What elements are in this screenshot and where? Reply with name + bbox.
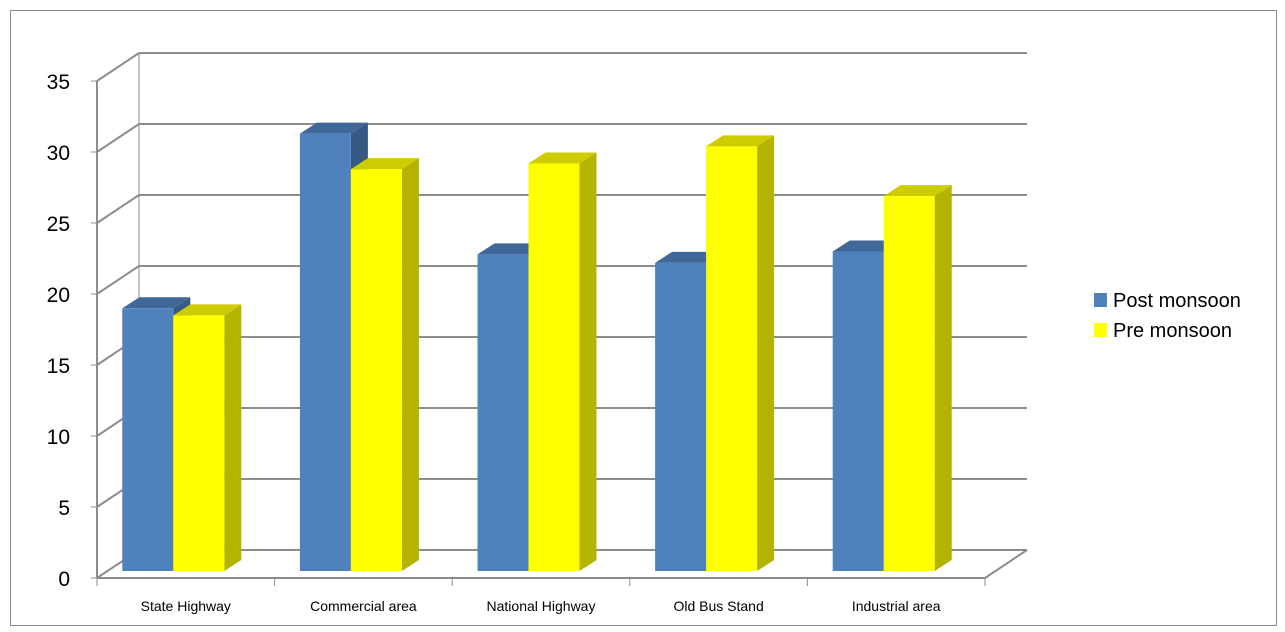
axes (96, 81, 1028, 579)
bar-top (173, 304, 242, 316)
bar-front (832, 251, 884, 571)
y-tick-label: 30 (47, 142, 70, 165)
bar-front (883, 196, 935, 571)
bar-front (528, 163, 580, 571)
bar-front (706, 146, 758, 572)
bar-front (299, 133, 351, 571)
y-tick-label: 15 (47, 355, 70, 378)
y-tick-label: 10 (47, 426, 70, 449)
bar (706, 135, 775, 572)
bar-top (528, 152, 597, 164)
legend: Post monsoon Pre monsoon (1094, 290, 1241, 342)
gridline-side (96, 52, 140, 82)
bar-front (173, 315, 225, 571)
bar-side (401, 158, 419, 571)
bar-front (477, 254, 529, 571)
bar (528, 152, 597, 571)
bar-front (122, 308, 174, 571)
x-tick-label: Industrial area (852, 598, 941, 614)
floor-right-edge (984, 549, 1028, 579)
bar-front (655, 262, 707, 571)
bar-side (934, 185, 952, 571)
gridline-side (96, 123, 140, 153)
y-tick-label: 25 (47, 213, 70, 236)
bar-top (299, 122, 368, 134)
legend-label: Pre monsoon (1113, 320, 1232, 342)
gridline-side (96, 265, 140, 295)
x-tick-label: National Highway (487, 598, 596, 614)
x-tick-label: State Highway (141, 598, 231, 614)
y-axis-ticks: 0 5 10 15 20 25 30 35 (47, 71, 97, 591)
bar-side (757, 135, 775, 572)
bar-side (579, 152, 597, 571)
x-tick-label: Commercial area (310, 598, 417, 614)
x-tick-label: Old Bus Stand (673, 598, 763, 614)
bar-front (350, 169, 402, 571)
bar-top (706, 135, 775, 147)
bar-top (122, 297, 191, 309)
y-tick-label: 20 (47, 284, 70, 307)
bar-top (883, 185, 952, 197)
legend-label: Post monsoon (1113, 290, 1241, 312)
legend-swatch (1094, 323, 1107, 337)
x-axis-ticks: State Highway Commercial area National Hig… (96, 578, 986, 614)
bar-side (224, 304, 242, 571)
bar (173, 304, 242, 571)
y-tick-label: 35 (47, 71, 70, 94)
bar-top (350, 158, 419, 170)
legend-swatch (1094, 293, 1107, 307)
y-tick-label: 5 (58, 497, 70, 520)
bar (350, 158, 419, 571)
y-tick-label: 0 (58, 568, 70, 591)
bars (122, 122, 952, 572)
bar (883, 185, 952, 571)
gridline-side (96, 194, 140, 224)
